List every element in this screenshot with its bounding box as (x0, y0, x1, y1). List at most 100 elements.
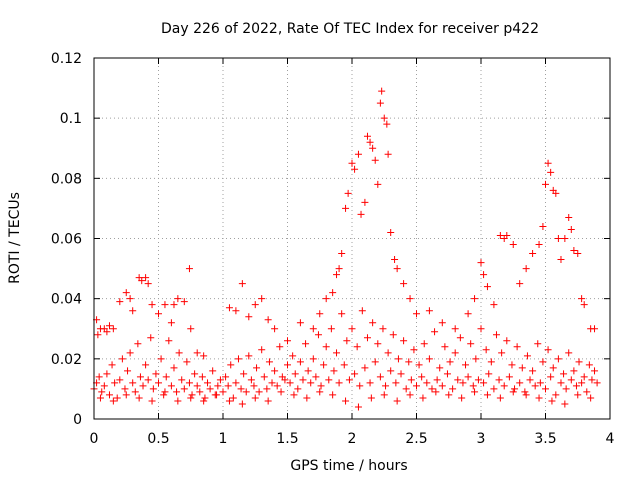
data-point (498, 349, 506, 357)
x-tick-label: 1 (219, 431, 228, 447)
data-point (129, 307, 137, 315)
data-point (483, 391, 491, 399)
data-point (477, 259, 485, 267)
data-point (255, 388, 263, 396)
data-point (148, 301, 156, 309)
data-point (432, 388, 440, 396)
y-tick-label: 0.06 (51, 232, 82, 248)
data-point (251, 394, 259, 402)
data-point (232, 379, 240, 387)
data-point (294, 385, 302, 393)
data-point (299, 376, 307, 384)
data-point (521, 388, 529, 396)
data-point (464, 310, 472, 318)
data-point (167, 382, 175, 390)
data-point (193, 382, 201, 390)
data-point (552, 391, 560, 399)
data-point (124, 367, 132, 375)
data-point (289, 352, 297, 360)
data-point (122, 391, 130, 399)
data-point (567, 225, 575, 233)
data-point (456, 334, 464, 342)
data-point (201, 394, 209, 402)
data-point (549, 364, 557, 372)
data-point (451, 349, 459, 357)
data-point (509, 241, 517, 249)
data-point (149, 385, 157, 393)
data-point (483, 283, 491, 291)
data-point (342, 397, 350, 405)
data-point (131, 388, 139, 396)
data-point (477, 325, 485, 333)
data-point (185, 265, 193, 273)
data-point (335, 265, 343, 273)
data-point (95, 373, 103, 381)
data-point (464, 373, 472, 381)
data-point (242, 388, 250, 396)
grid-lines (94, 58, 610, 419)
x-tick-label: 2 (348, 431, 357, 447)
data-point (371, 156, 379, 164)
data-point (560, 370, 568, 378)
data-point (183, 358, 191, 366)
data-point (419, 394, 427, 402)
data-point (196, 388, 204, 396)
data-point (333, 271, 341, 279)
data-point (358, 307, 366, 315)
data-point (237, 385, 245, 393)
data-point (539, 358, 547, 366)
data-point (384, 150, 392, 158)
y-tick-label: 0.08 (51, 171, 82, 187)
data-point (374, 340, 382, 348)
data-point (214, 382, 222, 390)
data-point (342, 204, 350, 212)
data-point (496, 394, 504, 402)
data-point (271, 367, 279, 375)
data-point (144, 280, 152, 288)
data-point (302, 340, 310, 348)
data-point (561, 400, 569, 408)
data-point (415, 361, 423, 369)
data-point (348, 325, 356, 333)
data-point (376, 99, 384, 107)
data-point (250, 382, 258, 390)
x-axis-label: GPS time / hours (290, 458, 407, 474)
data-point (281, 376, 289, 384)
data-point (245, 313, 253, 321)
data-point (505, 373, 513, 381)
data-point (405, 358, 413, 366)
data-point (393, 265, 401, 273)
data-point (273, 382, 281, 390)
data-point (503, 337, 511, 345)
data-point (338, 250, 346, 258)
y-tick-label: 0.04 (51, 292, 82, 308)
data-point (173, 388, 181, 396)
data-point (109, 325, 117, 333)
data-point (335, 379, 343, 387)
data-point (276, 343, 284, 351)
data-point (509, 388, 517, 396)
data-point (449, 385, 457, 393)
data-point (222, 373, 230, 381)
data-point (565, 349, 573, 357)
data-point (431, 328, 439, 336)
data-point (200, 352, 208, 360)
data-point (247, 376, 255, 384)
data-point (387, 228, 395, 236)
data-point (518, 364, 526, 372)
data-point (467, 340, 475, 348)
x-tick-label: 3.5 (534, 431, 556, 447)
data-point (126, 295, 134, 303)
data-point (361, 198, 369, 206)
data-point (258, 295, 266, 303)
data-point (406, 295, 414, 303)
data-point (438, 382, 446, 390)
chart-title: Day 226 of 2022, Rate Of TEC Index for r… (161, 21, 539, 37)
data-point (260, 373, 268, 381)
data-point (284, 361, 291, 369)
data-point (407, 376, 415, 384)
data-point (170, 301, 178, 309)
data-point (264, 397, 272, 405)
data-point (121, 385, 129, 393)
data-point (160, 391, 168, 399)
